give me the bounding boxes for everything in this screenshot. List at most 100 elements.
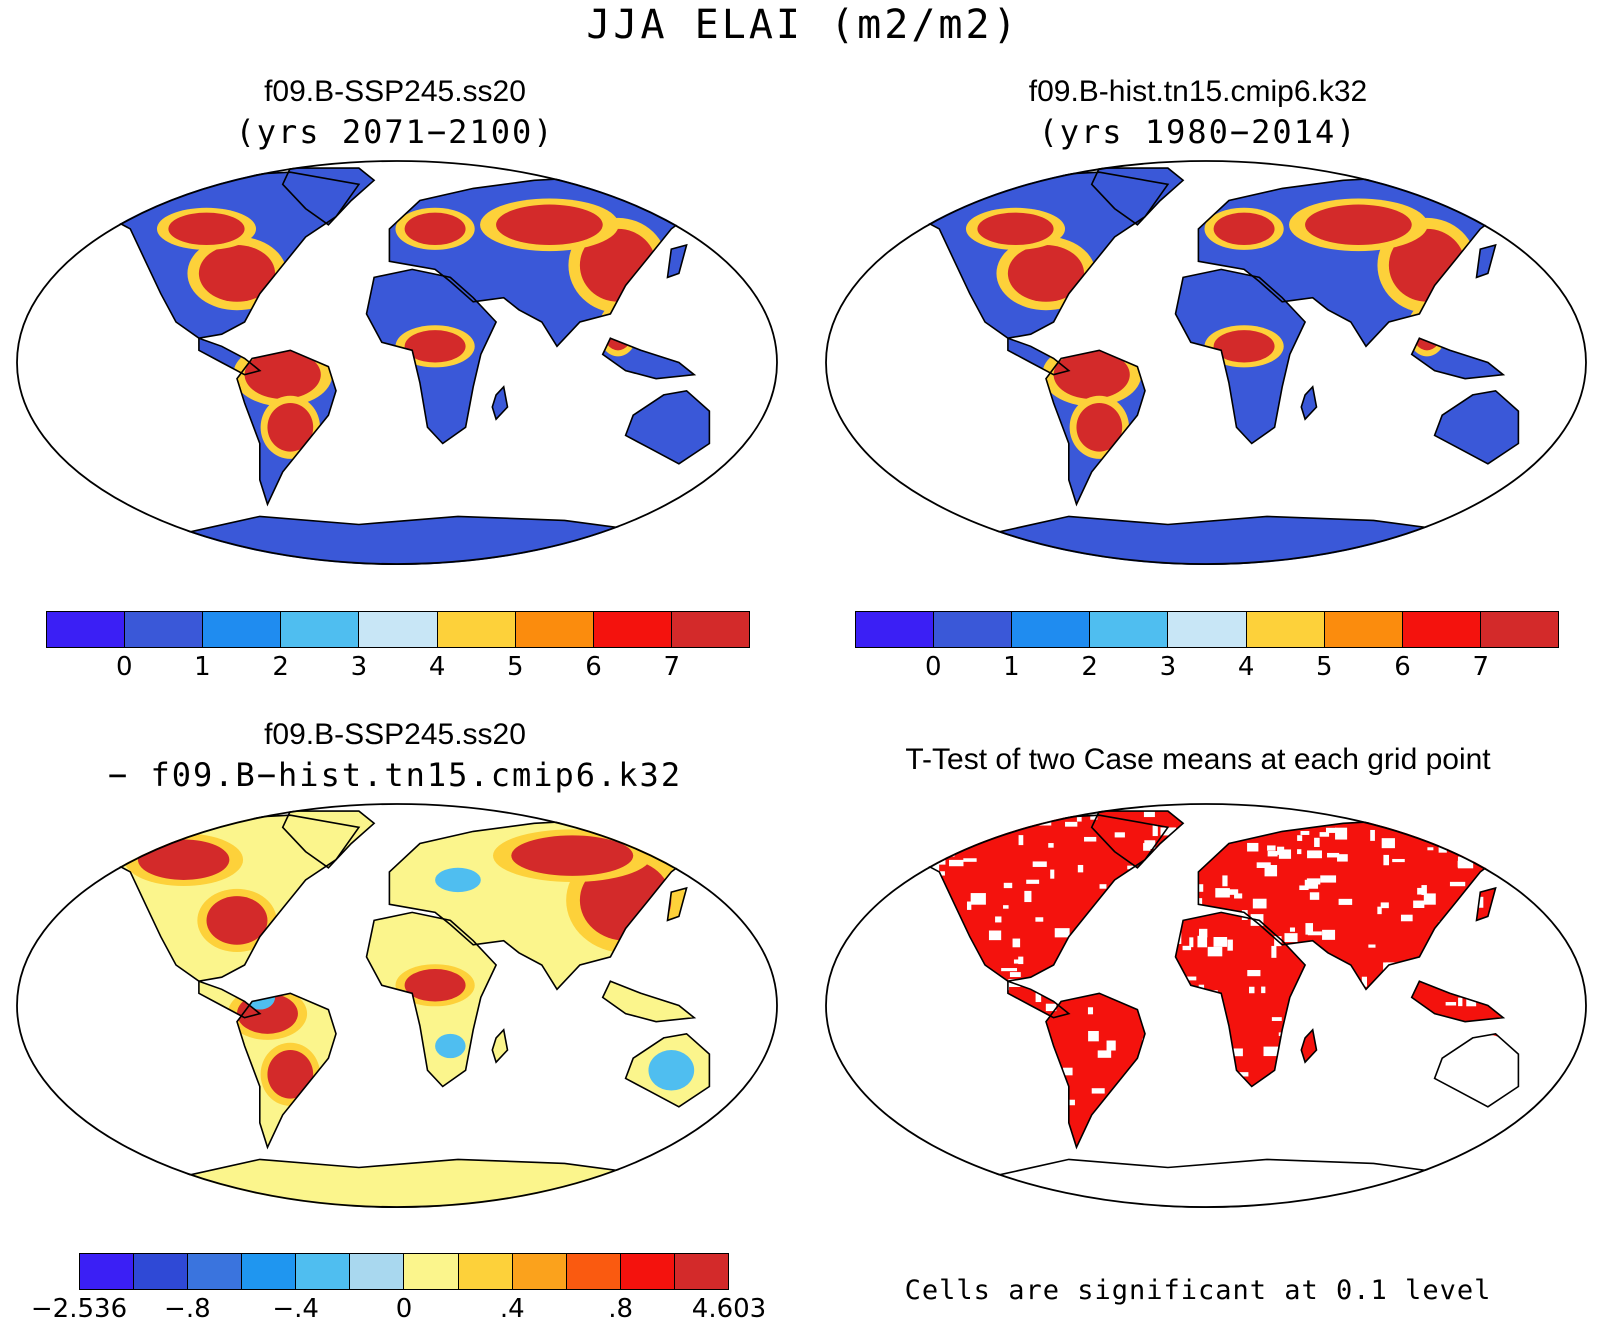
nonsignificant-cell — [1143, 843, 1151, 851]
nonsignificant-cell — [1003, 905, 1009, 909]
nonsignificant-cell — [1247, 970, 1261, 977]
nonsignificant-cell — [1566, 830, 1580, 834]
field-east-us-high — [1007, 245, 1085, 302]
nonsignificant-cell — [1568, 861, 1573, 864]
nonsignificant-cell — [988, 930, 1002, 941]
nonsignificant-cell — [1106, 1040, 1116, 1051]
land-eurasia — [1198, 819, 1519, 990]
nonsignificant-cell — [963, 858, 977, 862]
nonsignificant-cell — [1335, 827, 1348, 840]
nonsignificant-cell — [1571, 805, 1576, 814]
colorbar-tick-label: 6 — [585, 652, 602, 682]
nonsignificant-cell — [1566, 896, 1571, 900]
nonsignificant-cell — [926, 811, 940, 818]
colorbar-swatch — [437, 612, 516, 647]
nonsignificant-cell — [1305, 923, 1314, 935]
nonsignificant-cell — [1018, 835, 1024, 846]
nonsignificant-cell — [1091, 1088, 1105, 1094]
nonsignificant-cell — [1297, 849, 1302, 855]
nonsignificant-cell — [1143, 811, 1155, 818]
field-canada-high — [168, 212, 245, 246]
nonsignificant-cell — [940, 813, 951, 821]
nonsignificant-cell — [1383, 854, 1390, 866]
land-australia — [625, 390, 710, 464]
colorbar-top-left — [46, 611, 750, 648]
nonsignificant-cell — [925, 861, 940, 874]
colorbar-tick-label: 0 — [115, 652, 133, 682]
nonsignificant-cell — [1018, 956, 1024, 965]
coastline-north-america — [90, 171, 361, 340]
colorbar-swatch — [674, 1254, 728, 1289]
coastline-japan — [1475, 243, 1497, 279]
colorbar-tick-label: 2 — [272, 652, 289, 682]
coastline-south-america — [236, 992, 337, 1150]
nonsignificant-cell — [959, 819, 975, 831]
nonsignificant-cell — [1063, 1067, 1073, 1076]
coastline-central-america — [1007, 337, 1071, 376]
colorbar-swatch — [515, 612, 594, 647]
nonsignificant-cell — [1227, 939, 1233, 951]
panel-title-top-right: f09.B-hist.tn15.cmip6.k32 — [1028, 75, 1368, 108]
nonsignificant-cell — [1289, 927, 1295, 932]
nonsignificant-cell — [839, 864, 849, 869]
nonsignificant-cell — [1001, 968, 1018, 972]
colorbar-tick-label: 3 — [350, 652, 368, 682]
nonsignificant-cell — [1413, 900, 1425, 909]
colorbar-swatch — [1402, 612, 1481, 647]
map-border — [825, 803, 1587, 1208]
nonsignificant-cell — [1114, 832, 1125, 838]
nonsignificant-cell — [1300, 830, 1310, 835]
nonsignificant-cell — [1247, 842, 1259, 852]
field-siberia-pos — [511, 835, 634, 876]
nonsignificant-cell — [1338, 898, 1353, 905]
nonsignificant-cell — [1377, 906, 1382, 915]
field-se-brazil-high — [1076, 403, 1123, 452]
nonsignificant-cell — [1502, 812, 1511, 820]
nonsignificant-cell — [1309, 892, 1320, 900]
nonsignificant-cell — [1428, 811, 1438, 817]
colorbar-swatch — [134, 1254, 189, 1289]
panel-title-bottom-right: T-Test of two Case means at each grid po… — [905, 743, 1491, 776]
coastline-australia — [624, 1032, 711, 1108]
panel-subtitle-top-left: (yrs 2071−2100) — [235, 113, 555, 151]
colorbar-swatch — [1012, 612, 1091, 647]
colorbar-swatch — [188, 1254, 243, 1289]
nonsignificant-cell — [1438, 845, 1447, 853]
nonsignificant-cell — [1234, 893, 1243, 899]
land-maritime-se-asia — [602, 981, 695, 1022]
coastline-south-america — [1045, 349, 1146, 507]
nonsignificant-cell — [915, 864, 924, 869]
nonsignificant-cell — [1500, 818, 1513, 824]
colorbar-tick-label: −.4 — [272, 1294, 319, 1324]
coastline-japan — [1475, 886, 1497, 922]
nonsignificant-cell — [869, 868, 875, 873]
field-central-africa-pos — [404, 969, 466, 1002]
nonsignificant-cell — [1127, 865, 1137, 870]
nonsignificant-cell — [901, 871, 913, 876]
field-canada-high — [977, 212, 1054, 246]
nonsignificant-cell — [1271, 945, 1277, 958]
colorbar-swatch — [80, 1254, 135, 1289]
colorbar-swatch — [620, 1254, 675, 1289]
nonsignificant-cell — [1197, 898, 1203, 908]
nonsignificant-cell — [1084, 836, 1097, 842]
nonsignificant-cell — [825, 905, 837, 911]
nonsignificant-cell — [1332, 804, 1342, 810]
coastline-maritime-se-asia — [601, 980, 697, 1023]
nonsignificant-cell — [1222, 875, 1228, 887]
nonsignificant-cell — [1215, 888, 1230, 898]
nonsignificant-cell — [1012, 938, 1021, 948]
nonsignificant-cell — [1099, 884, 1107, 889]
nonsignificant-cell — [1003, 882, 1013, 889]
land-north-america — [901, 815, 1168, 982]
nonsignificant-cell — [1531, 823, 1535, 833]
nonsignificant-cell — [1297, 835, 1303, 841]
nonsignificant-cell — [1299, 885, 1309, 891]
nonsignificant-cell — [1566, 909, 1571, 913]
nonsignificant-cell — [1152, 824, 1158, 837]
coastline-greenland — [1090, 167, 1185, 226]
nonsignificant-cell — [970, 893, 986, 905]
field-amazon-high — [1053, 350, 1130, 399]
nonsignificant-cell — [1319, 832, 1330, 837]
colorbar-swatch — [1480, 612, 1558, 647]
